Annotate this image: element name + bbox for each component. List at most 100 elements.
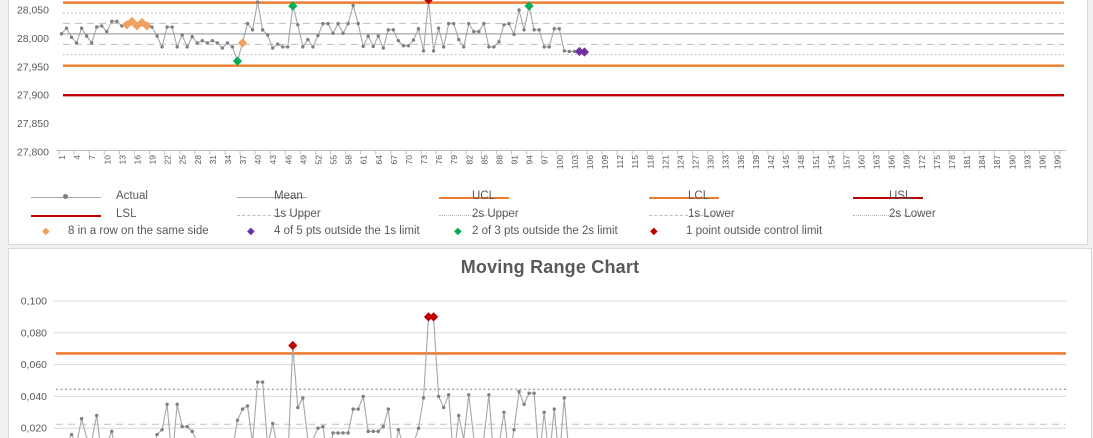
- data-point: [482, 21, 486, 26]
- rule-violation-marker: [288, 1, 298, 11]
- data-point: [296, 23, 300, 27]
- data-point: [336, 21, 340, 26]
- data-point: [396, 38, 401, 43]
- data-point: [376, 34, 380, 38]
- data-point: [411, 38, 416, 42]
- data-point: [160, 428, 164, 432]
- data-point: [89, 41, 94, 45]
- x-axis-label: 16: [132, 155, 142, 165]
- x-axis-label: 37: [238, 155, 248, 165]
- data-point: [517, 389, 521, 394]
- rule-violation-marker: [574, 46, 584, 57]
- data-point: [502, 23, 506, 27]
- data-point: [416, 426, 421, 430]
- rule-violation-marker: [142, 21, 152, 31]
- data-point: [260, 380, 265, 384]
- x-axis-label: 184: [977, 155, 987, 169]
- moving-range-series-line: [69, 316, 569, 438]
- x-axis-label: 118: [645, 155, 655, 169]
- x-axis-label: 142: [766, 155, 776, 169]
- y-axis-label: 27,950: [17, 61, 49, 73]
- data-point: [110, 429, 114, 434]
- legend-swatch-dots: [853, 215, 923, 216]
- data-point: [386, 28, 391, 32]
- legend-swatch-dash: [237, 215, 307, 216]
- legend-swatch-diamond: ◆: [650, 226, 658, 237]
- data-point: [507, 21, 511, 26]
- data-point: [467, 393, 471, 397]
- y-axis-label: 0,080: [21, 327, 47, 339]
- data-point: [311, 45, 315, 49]
- x-axis-label: 34: [223, 155, 233, 165]
- data-point: [457, 37, 461, 42]
- data-point: [492, 45, 496, 49]
- data-point: [326, 21, 330, 26]
- data-point: [421, 49, 426, 53]
- data-point: [341, 431, 345, 435]
- data-point: [115, 19, 119, 24]
- data-point: [160, 45, 164, 49]
- legend-swatch-marker: [63, 193, 68, 199]
- data-point: [190, 34, 194, 39]
- data-point: [457, 413, 461, 418]
- x-axis-label: 49: [298, 155, 308, 165]
- data-point: [276, 42, 280, 46]
- data-point: [100, 24, 104, 28]
- data-point: [477, 29, 481, 34]
- data-point: [170, 25, 174, 29]
- x-axis-label: 121: [660, 155, 670, 169]
- data-point: [346, 21, 350, 26]
- data-point: [557, 27, 561, 31]
- data-point: [180, 424, 184, 429]
- data-point: [446, 21, 451, 26]
- data-point: [255, 380, 260, 384]
- x-axis-label: 199: [1053, 155, 1063, 169]
- legend-swatch-line: [439, 197, 509, 199]
- legend-label: 2s Lower: [889, 208, 936, 220]
- data-point: [441, 405, 446, 410]
- chart-legend: Actual Mean UCL LCL USL LSL 1s Upper 2s Upper 1s…: [9, 0, 1087, 244]
- x-axis-label: 40: [253, 155, 263, 165]
- x-axis-label: 172: [917, 155, 927, 169]
- data-point: [235, 418, 240, 422]
- legend-swatch-diamond: ◆: [247, 226, 255, 237]
- moving-range-chart-card[interactable]: Moving Range Chart 0,100 0,080 0,060 0,040 0…: [8, 248, 1092, 438]
- y-axis-label: 27,900: [17, 90, 49, 102]
- data-point: [250, 28, 255, 32]
- x-axis-label: 127: [691, 155, 701, 169]
- x-axis-label: 187: [992, 155, 1002, 169]
- x-axis-label: 148: [796, 155, 806, 169]
- data-point: [512, 32, 516, 37]
- data-point: [79, 416, 84, 421]
- x-axis-label: 136: [736, 155, 746, 169]
- rule-violation-marker: [237, 38, 248, 48]
- legend-swatch-diamond: ◆: [42, 226, 50, 237]
- data-point: [331, 31, 335, 35]
- x-axis-label: 64: [374, 155, 384, 165]
- data-point: [205, 41, 210, 45]
- legend-swatch-dash: [649, 215, 719, 216]
- rule-violation-marker: [137, 17, 147, 28]
- data-point: [562, 396, 566, 400]
- x-axis-label: 196: [1037, 155, 1047, 169]
- data-point: [567, 49, 572, 54]
- x-axis-label: 55: [329, 155, 339, 165]
- data-point: [316, 426, 320, 430]
- data-point: [487, 45, 491, 49]
- data-point: [165, 402, 169, 407]
- x-axis-label: 181: [962, 155, 972, 169]
- data-point: [110, 19, 114, 24]
- individuals-chart-card[interactable]: 1 4 7 10 13 16 19 22 25 28 31 34 37 40 43 46 49 52 55 58 61 6…: [8, 0, 1088, 245]
- data-point: [190, 429, 194, 434]
- out-of-control-marker: [288, 340, 298, 351]
- x-axis-label: 25: [178, 155, 188, 165]
- data-point: [306, 37, 310, 42]
- x-axis-label: 31: [208, 155, 218, 165]
- data-point: [366, 429, 370, 434]
- data-point: [537, 28, 541, 32]
- data-point: [547, 45, 551, 49]
- x-axis-label: 67: [389, 155, 399, 165]
- data-point: [321, 424, 325, 429]
- data-point: [260, 28, 265, 32]
- data-point: [436, 394, 441, 399]
